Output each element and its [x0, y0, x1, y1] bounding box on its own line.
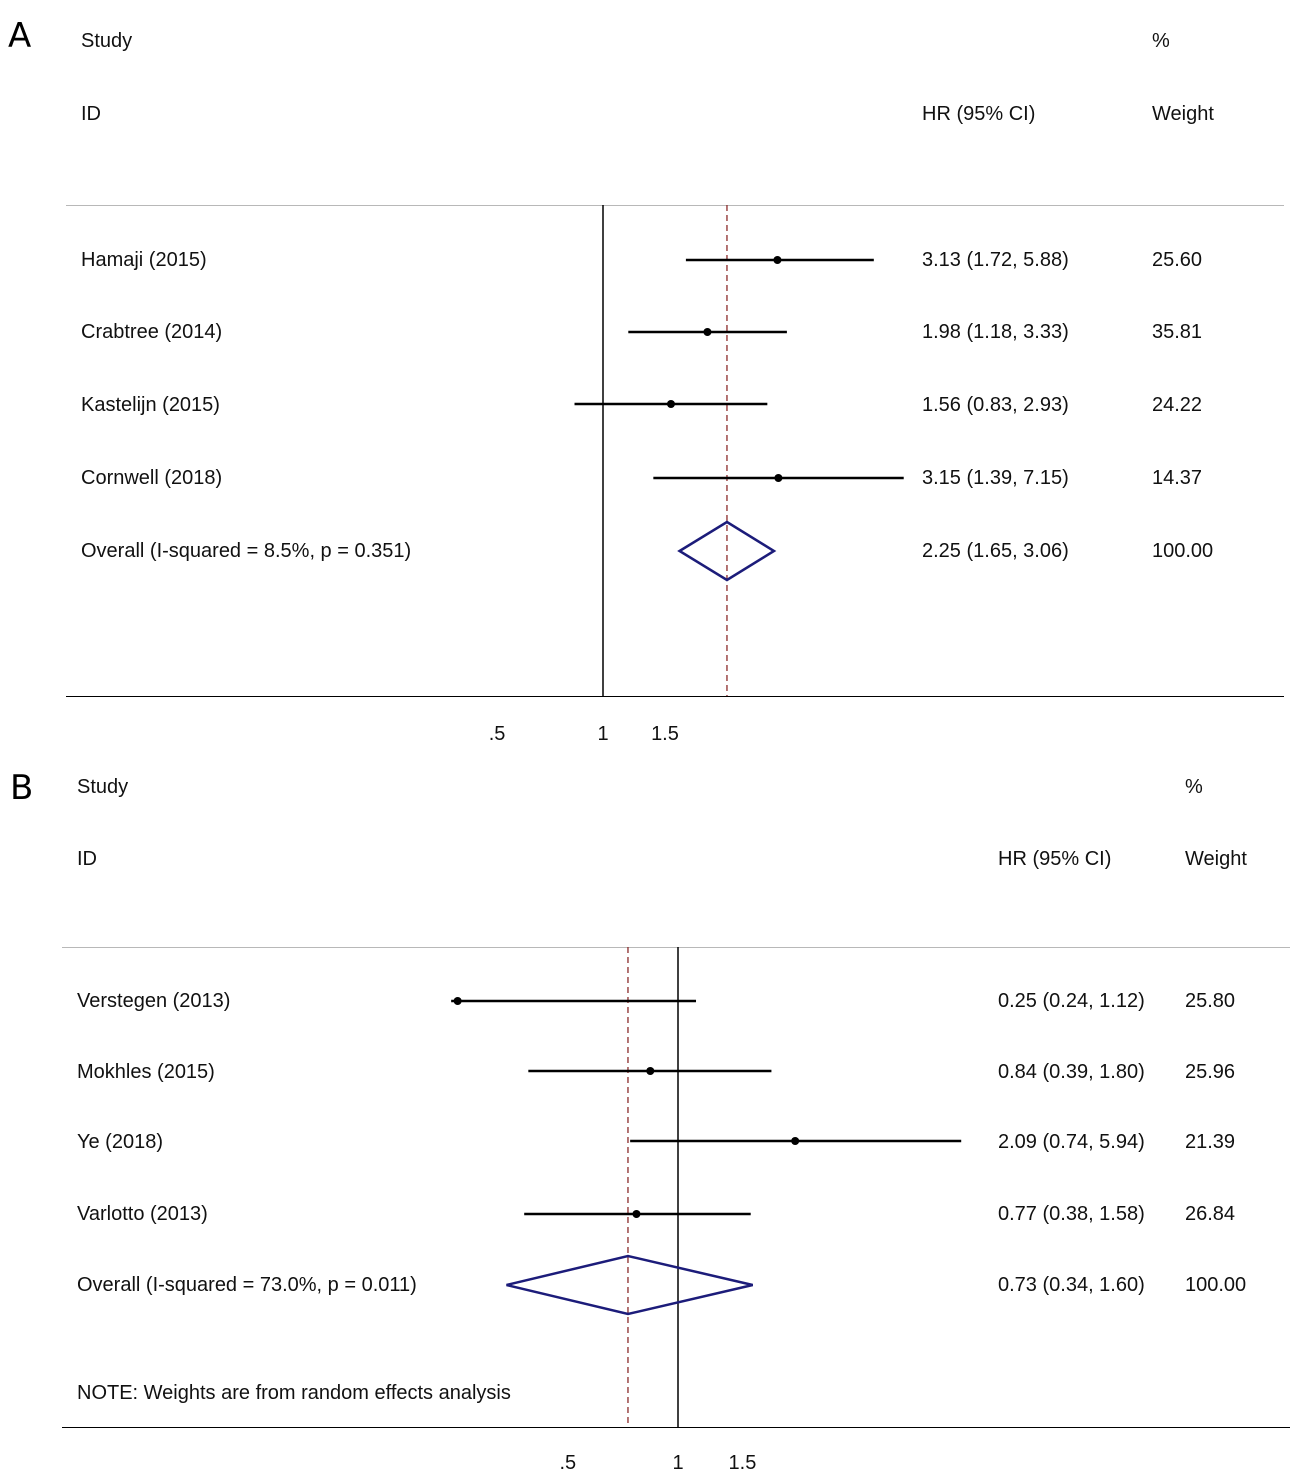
- x-tick-label: 1.5: [729, 1452, 757, 1474]
- panel-label-a: A: [8, 16, 32, 56]
- x-axis-line: [66, 696, 1284, 697]
- overall-label: Overall (I-squared = 73.0%, p = 0.011): [77, 1274, 417, 1296]
- hr-ci-value: 0.25 (0.24, 1.12): [998, 990, 1145, 1012]
- hr-ci-value: 2.09 (0.74, 5.94): [998, 1131, 1145, 1153]
- overall-label: Overall (I-squared = 8.5%, p = 0.351): [81, 540, 412, 562]
- forest-plot-panel-a: A Study ID HR (95% CI) % Weight Hamaji (…: [8, 16, 1284, 745]
- weight-value: 25.96: [1185, 1061, 1236, 1083]
- forest-plot-a: .5 1 1.5: [489, 205, 904, 745]
- overall-diamond: [677, 520, 777, 582]
- point-estimate: [646, 1067, 655, 1075]
- header-study: Study: [77, 776, 129, 798]
- panel-label-b: B: [10, 768, 34, 808]
- study-label: Hamaji (2015): [81, 249, 207, 271]
- point-estimate: [632, 1210, 641, 1218]
- footnote: NOTE: Weights are from random effects an…: [77, 1382, 511, 1404]
- header-hr: HR (95% CI): [922, 103, 1036, 125]
- study-label: Varlotto (2013): [77, 1203, 208, 1225]
- study-label: Verstegen (2013): [77, 990, 231, 1012]
- forest-plot-b: .5 1 1.5: [451, 947, 962, 1474]
- point-estimate: [453, 997, 462, 1005]
- weight-value: 21.39: [1185, 1131, 1236, 1153]
- x-tick-label: .5: [559, 1452, 576, 1474]
- point-estimate: [791, 1137, 800, 1145]
- weight-value: 35.81: [1152, 321, 1203, 343]
- x-tick-label: 1: [672, 1452, 683, 1474]
- header-weight: Weight: [1185, 848, 1247, 870]
- overall-weight-value: 100.00: [1152, 540, 1214, 562]
- weight-value: 25.60: [1152, 249, 1203, 271]
- hr-ci-value: 0.84 (0.39, 1.80): [998, 1061, 1145, 1083]
- study-label: Kastelijn (2015): [81, 394, 220, 416]
- header-hr: HR (95% CI): [998, 848, 1112, 870]
- header-study: Study: [81, 30, 133, 52]
- hr-ci-value: 3.15 (1.39, 7.15): [922, 467, 1069, 489]
- study-label: Crabtree (2014): [81, 321, 223, 343]
- forest-plot-panel-b: B Study ID HR (95% CI) % Weight Verstege…: [0, 760, 1298, 1479]
- header-rule: [62, 947, 1290, 948]
- weight-value: 24.22: [1152, 394, 1203, 416]
- overall-hr-ci-value: 0.73 (0.34, 1.60): [998, 1274, 1145, 1296]
- study-label: Mokhles (2015): [77, 1061, 215, 1083]
- hr-ci-value: 3.13 (1.72, 5.88): [922, 249, 1069, 271]
- hr-ci-value: 1.56 (0.83, 2.93): [922, 394, 1069, 416]
- header-rule: [66, 205, 1284, 206]
- point-estimate: [773, 256, 782, 264]
- x-tick-label: 1.5: [651, 723, 679, 745]
- weight-value: 26.84: [1185, 1203, 1236, 1225]
- header-id: ID: [81, 103, 101, 125]
- overall-weight-value: 100.00: [1185, 1274, 1247, 1296]
- header-weight: Weight: [1152, 103, 1214, 125]
- hr-ci-value: 0.77 (0.38, 1.58): [998, 1203, 1145, 1225]
- study-label: Ye (2018): [77, 1131, 163, 1153]
- overall-hr-ci-value: 2.25 (1.65, 3.06): [922, 540, 1069, 562]
- x-tick-label: .5: [489, 723, 506, 745]
- weight-value: 14.37: [1152, 467, 1203, 489]
- study-label: Cornwell (2018): [81, 467, 223, 489]
- hr-ci-value: 1.98 (1.18, 3.33): [922, 321, 1069, 343]
- x-axis-line: [62, 1427, 1290, 1428]
- point-estimate: [774, 474, 783, 482]
- overall-diamond: [506, 1254, 753, 1316]
- point-estimate: [666, 400, 675, 408]
- header-id: ID: [77, 848, 97, 870]
- x-tick-label: 1: [597, 723, 608, 745]
- header-percent: %: [1152, 30, 1170, 52]
- weight-value: 25.80: [1185, 990, 1236, 1012]
- header-percent: %: [1185, 776, 1203, 798]
- point-estimate: [703, 328, 712, 336]
